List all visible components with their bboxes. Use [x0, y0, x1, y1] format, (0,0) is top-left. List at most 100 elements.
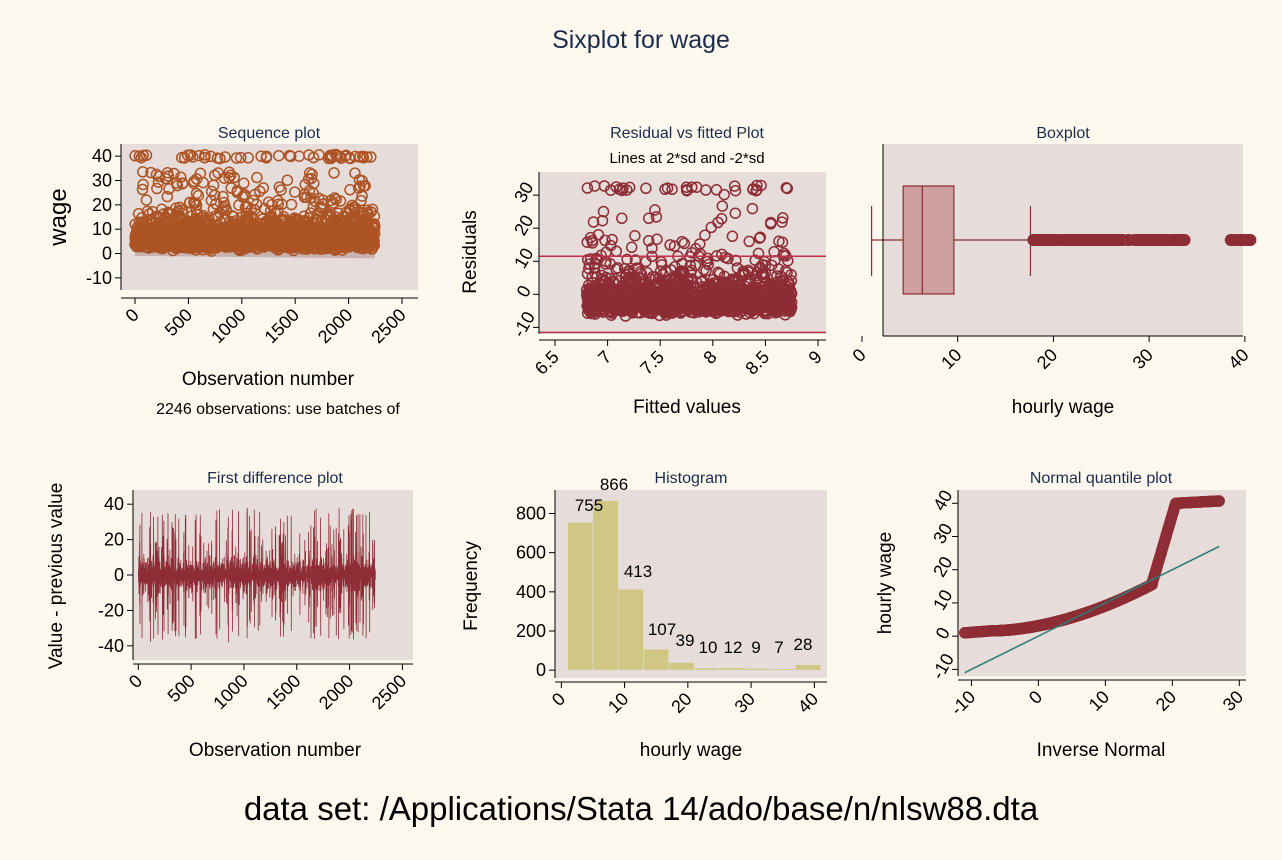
sequence-point: [307, 151, 320, 164]
firstdiff-title: First difference plot: [207, 470, 343, 487]
sequence-point: [369, 220, 381, 233]
quantile-ylabel: hourly wage: [875, 532, 896, 634]
residual-point: [769, 296, 782, 308]
histogram-bar-label: 12: [724, 638, 743, 657]
sequence-point: [365, 151, 377, 163]
residual-point: [676, 293, 689, 306]
panel-residual-vs-fitted: Residual vs fitted Plot Lines at 2*sd an…: [460, 125, 826, 418]
residual-point: [785, 303, 797, 316]
histogram-bar-label: 413: [624, 562, 652, 581]
residual-point: [659, 265, 672, 278]
residual-point: [642, 235, 655, 247]
residual-point: [719, 251, 732, 264]
residual-point: [648, 301, 660, 313]
sequence-point: [161, 190, 174, 203]
residual-point: [581, 182, 594, 194]
histogram-bar: [795, 664, 821, 671]
sequence-point: [368, 227, 381, 240]
histogram-title: Histogram: [655, 470, 728, 487]
sequence-point: [308, 177, 320, 190]
sequence-point: [150, 168, 163, 181]
sequence-point: [328, 192, 341, 204]
sequence-point: [235, 151, 247, 164]
histogram-bar: [693, 667, 720, 671]
residual-point: [720, 303, 733, 315]
firstdiff-line: [138, 507, 376, 643]
sequence-ylabel: wage: [45, 188, 72, 246]
residual-point: [746, 202, 759, 215]
residual-point: [706, 301, 719, 314]
residual-point: [747, 302, 759, 315]
residual-point: [776, 216, 788, 228]
residual-point: [676, 267, 688, 280]
sequence-y-tick-label: 40: [92, 146, 112, 166]
sequence-point: [255, 150, 267, 162]
sequence-point: [327, 197, 339, 209]
histogram-bar: [617, 588, 644, 671]
firstdiff-y-tick-label: 40: [104, 494, 124, 514]
residual-point: [781, 182, 794, 195]
residual-point: [650, 281, 662, 294]
residual-point: [643, 291, 655, 303]
sequence-point: [137, 178, 149, 191]
residual-point: [581, 289, 593, 302]
residual-point: [781, 301, 794, 313]
residual-point: [604, 184, 617, 196]
residual-point: [625, 241, 638, 254]
sequence-point: [355, 194, 367, 207]
sequence-note: 2246 observations: use batches of: [156, 401, 400, 418]
sequence-point: [137, 149, 149, 162]
residual-point: [729, 184, 742, 197]
sequence-point: [159, 172, 172, 185]
boxplot-outlier: [1062, 234, 1075, 246]
residual-point: [684, 266, 697, 278]
sequence-point: [197, 176, 209, 189]
histogram-bar: [668, 662, 695, 671]
sequence-point: [273, 149, 285, 162]
residual-point: [642, 212, 655, 225]
residual-point: [715, 213, 728, 225]
sequence-point: [192, 189, 205, 202]
dataset-footer: data set: /Applications/Stata 14/ado/bas…: [244, 790, 1039, 827]
histogram-bar-label: 755: [575, 496, 603, 515]
histogram-bar-label: 7: [774, 638, 783, 657]
residual-point: [691, 288, 703, 301]
firstdiff-path: [138, 507, 376, 643]
residual-point: [666, 292, 678, 305]
sequence-point: [251, 171, 263, 184]
residual-point: [587, 216, 600, 228]
boxplot-outlier: [1130, 234, 1143, 246]
residual-point: [634, 293, 647, 306]
residual-point: [616, 303, 628, 316]
sequence-point: [176, 177, 189, 189]
residual-point: [776, 274, 789, 287]
residual-point: [737, 267, 749, 279]
histogram-bar: [769, 668, 796, 671]
residual-point: [754, 261, 767, 274]
residual-point: [716, 200, 729, 212]
sequence-point: [238, 177, 250, 190]
quantile-point: [1213, 495, 1225, 507]
histogram-bar-label: 10: [699, 638, 718, 657]
histogram-bar: [643, 648, 670, 671]
sequence-point: [136, 183, 149, 196]
quantile-reference-line: [964, 545, 1220, 674]
residual-point: [776, 236, 789, 249]
residual-point: [599, 234, 611, 247]
residual-point: [752, 247, 765, 260]
quantile-xlabel: Inverse Normal: [1037, 740, 1166, 761]
sequence-xlabel: Observation number: [182, 369, 355, 390]
residual-point: [772, 263, 785, 275]
sequence-point: [368, 239, 381, 251]
residual-point: [603, 305, 615, 317]
residual-point: [720, 295, 733, 308]
residual-point: [651, 289, 664, 301]
sequence-point: [205, 185, 218, 198]
sequence-point: [190, 187, 203, 200]
boxplot-outlier: [1173, 234, 1186, 246]
firstdiff-y-tick-label: 0: [114, 565, 124, 585]
sequence-point: [140, 194, 153, 206]
residual-ylabel: Residuals: [460, 210, 481, 293]
boxplot-outlier: [1085, 234, 1098, 246]
